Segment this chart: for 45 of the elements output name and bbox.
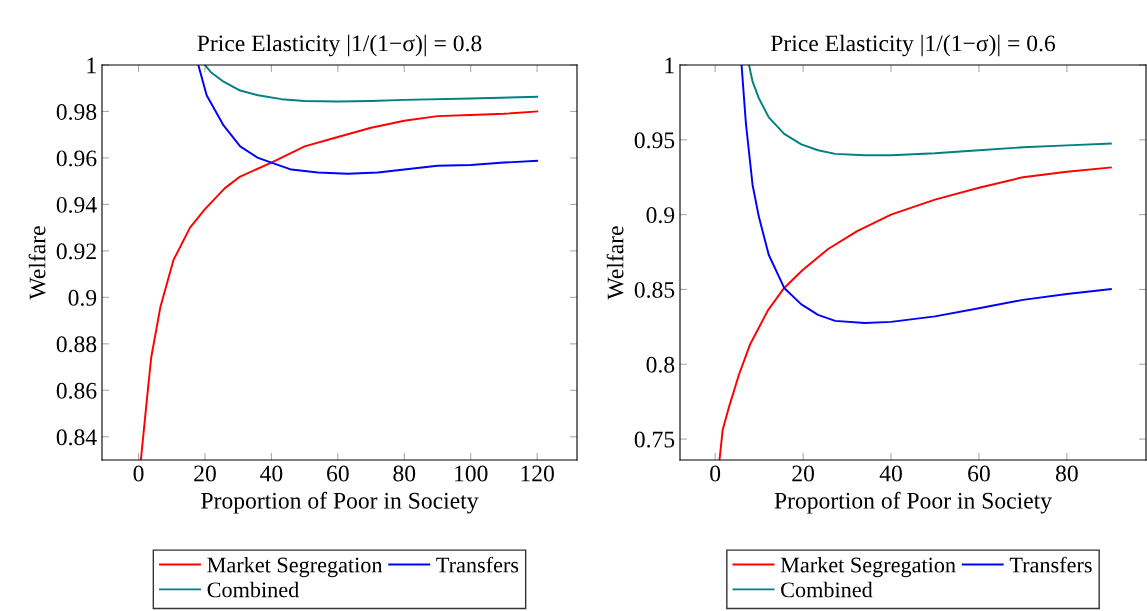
y-tick-label: 0.94 xyxy=(56,196,97,213)
line-series xyxy=(139,110,539,460)
legend-label: Transfers xyxy=(1009,556,1092,573)
x-tick-label: 80 xyxy=(1055,465,1078,482)
x-tick-label: 40 xyxy=(260,465,283,482)
y-tick-label: 0.85 xyxy=(634,281,675,298)
line-series xyxy=(718,166,1112,460)
x-axis-title: Proportion of Poor in Society xyxy=(774,491,1052,514)
legend-label: Combined xyxy=(207,581,299,598)
legend-label: Market Segregation xyxy=(780,556,956,578)
chart-title: Price Elasticity |1/(1−σ)| = 0.8 xyxy=(197,34,482,57)
y-tick-label: 0.92 xyxy=(56,243,96,260)
y-tick-label: 1 xyxy=(87,57,96,74)
y-tick-label: 0.9 xyxy=(68,289,97,306)
legend-label: Transfers xyxy=(436,556,519,573)
y-axis-title: Welfare xyxy=(28,226,46,300)
y-tick-label: 0.95 xyxy=(634,132,675,149)
x-tick-label: 80 xyxy=(393,465,416,482)
chart-title: Price Elasticity |1/(1−σ)| = 0.6 xyxy=(770,34,1056,57)
x-tick-label: 60 xyxy=(327,465,349,482)
x-axis-title: Proportion of Poor in Society xyxy=(201,491,479,514)
y-tick-label: 0.9 xyxy=(646,207,675,224)
x-tick-label: 100 xyxy=(455,465,488,482)
y-tick-label: 0.98 xyxy=(56,103,97,120)
line-series xyxy=(740,65,1112,324)
x-tick-label: 40 xyxy=(879,465,902,482)
y-tick-label: 0.86 xyxy=(56,382,97,399)
x-tick-label: 0 xyxy=(133,465,144,482)
x-tick-label: 60 xyxy=(968,465,990,482)
y-tick-label: 0.75 xyxy=(634,431,675,448)
y-tick-label: 0.88 xyxy=(56,336,97,353)
y-axis-title: Welfare xyxy=(606,226,624,300)
legend-label: Market Segregation xyxy=(207,556,383,578)
y-tick-label: 0.96 xyxy=(56,150,97,167)
legend-label: Combined xyxy=(781,581,873,598)
x-tick-label: 20 xyxy=(194,465,216,482)
line-series xyxy=(197,65,539,175)
y-tick-label: 0.84 xyxy=(56,429,97,446)
y-tick-label: 1 xyxy=(665,57,674,74)
x-tick-label: 0 xyxy=(710,465,721,482)
x-tick-label: 20 xyxy=(792,465,814,482)
x-tick-label: 120 xyxy=(521,465,554,482)
y-tick-label: 0.8 xyxy=(646,356,675,373)
line-series xyxy=(748,65,1112,157)
line-series xyxy=(204,65,539,103)
